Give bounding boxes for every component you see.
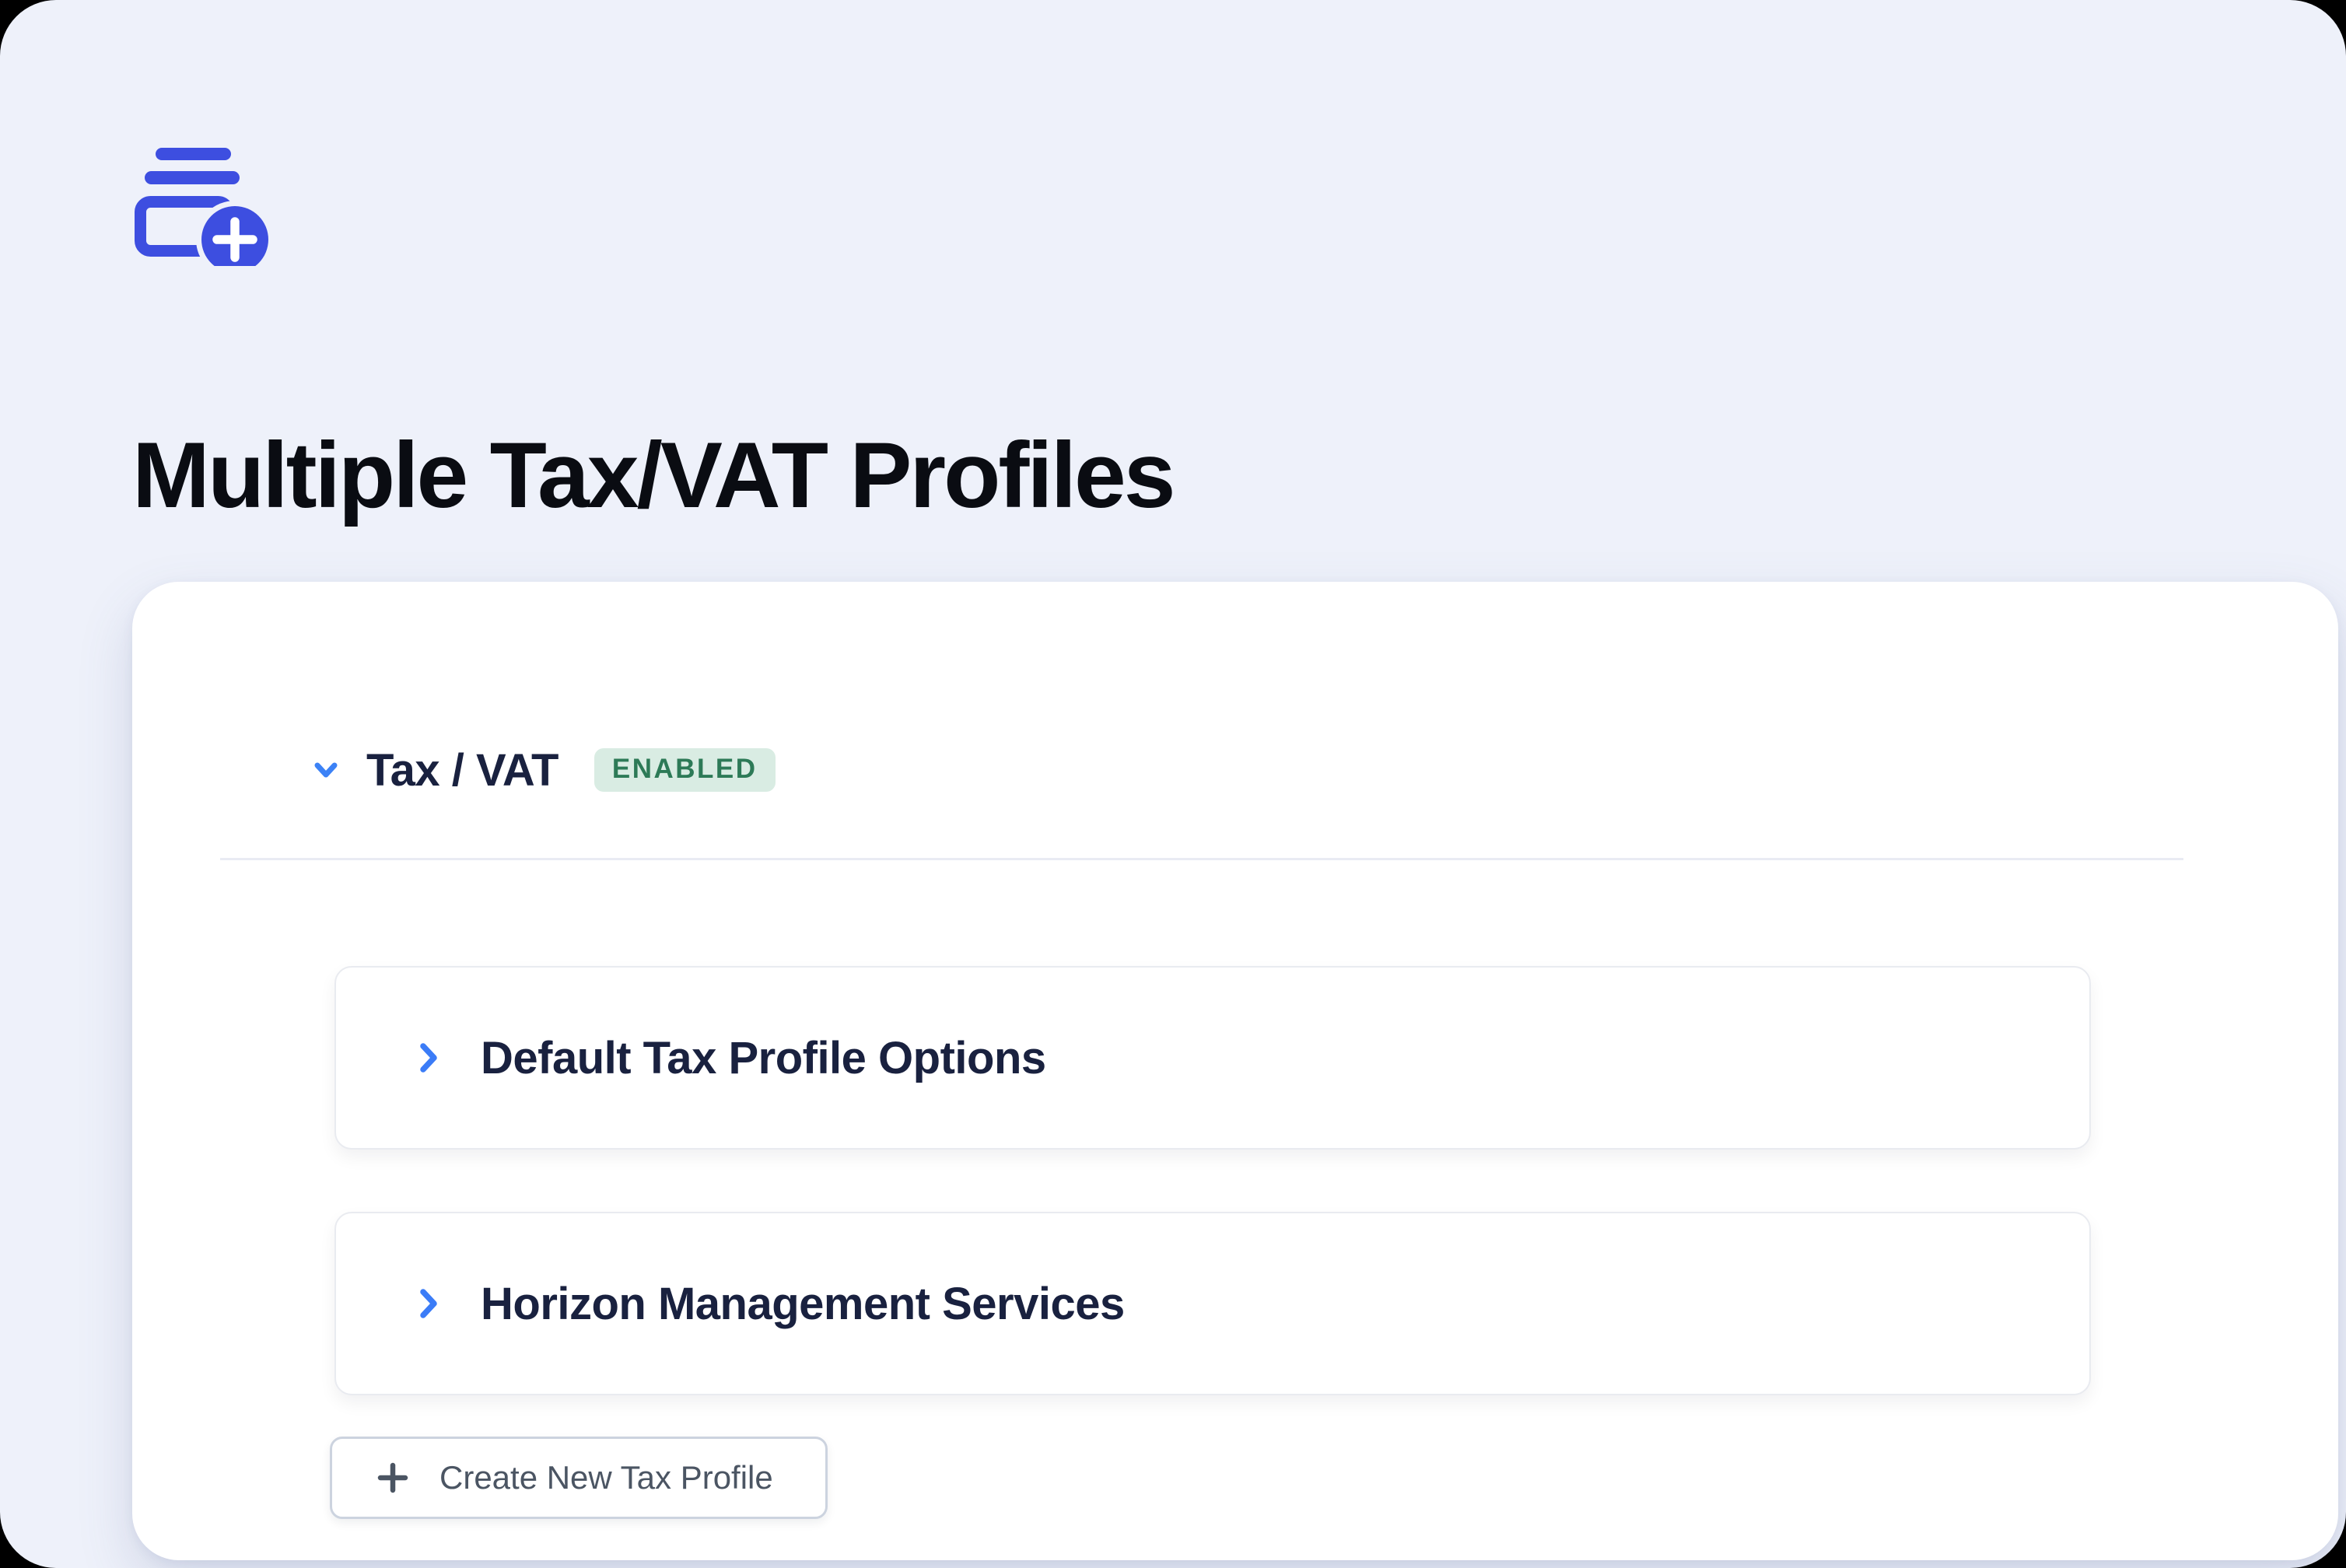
chevron-right-icon xyxy=(420,1043,437,1073)
stacked-card-plus-icon xyxy=(135,148,274,266)
profile-label: Default Tax Profile Options xyxy=(481,1032,1046,1083)
section-divider xyxy=(220,858,2183,860)
chevron-down-icon xyxy=(314,762,338,778)
chevron-right-icon xyxy=(420,1289,437,1318)
enabled-status-badge: ENABLED xyxy=(594,748,776,792)
page-title: Multiple Tax/VAT Profiles xyxy=(132,423,1176,528)
tax-vat-section-toggle[interactable]: Tax / VAT ENABLED xyxy=(307,744,776,796)
profile-accordion-horizon-management-services[interactable]: Horizon Management Services xyxy=(334,1212,2091,1395)
tax-vat-panel: Tax / VAT ENABLED Default Tax Profile Op… xyxy=(132,582,2338,1560)
create-new-tax-profile-button[interactable]: Create New Tax Profile xyxy=(330,1437,828,1519)
profile-label: Horizon Management Services xyxy=(481,1278,1125,1329)
plus-icon xyxy=(377,1462,408,1493)
create-button-label: Create New Tax Profile xyxy=(439,1459,773,1496)
section-title: Tax / VAT xyxy=(366,744,558,796)
profile-accordion-default-tax-profile-options[interactable]: Default Tax Profile Options xyxy=(334,966,2091,1150)
